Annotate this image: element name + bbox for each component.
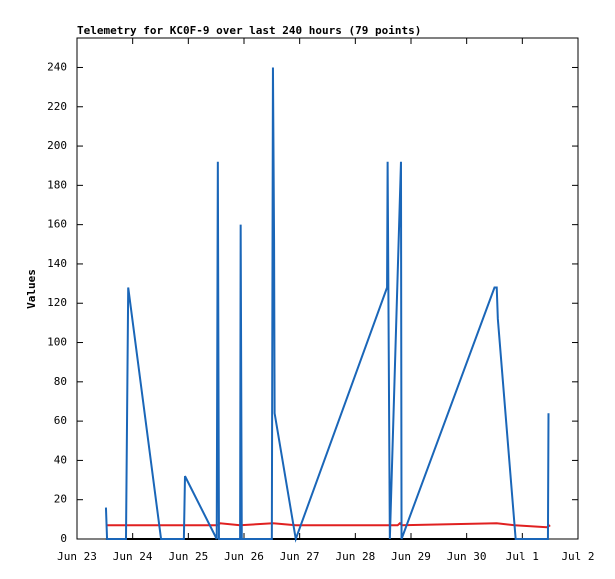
x-tick-label: Jun 24 bbox=[113, 550, 153, 563]
y-tick-label: 160 bbox=[47, 218, 67, 231]
y-tick-label: 200 bbox=[47, 139, 67, 152]
x-tick-label: Jun 23 bbox=[57, 550, 97, 563]
y-tick-label: 120 bbox=[47, 296, 67, 309]
y-axis-label: Values bbox=[25, 269, 38, 309]
series-line bbox=[105, 521, 551, 529]
y-tick-label: 40 bbox=[54, 453, 67, 466]
x-tick-label: Jun 30 bbox=[447, 550, 487, 563]
series-line bbox=[104, 67, 550, 543]
y-tick-label: 80 bbox=[54, 375, 67, 388]
x-tick-label: Jun 28 bbox=[335, 550, 375, 563]
y-tick-label: 140 bbox=[47, 257, 67, 270]
y-tick-label: 220 bbox=[47, 100, 67, 113]
y-tick-label: 180 bbox=[47, 178, 67, 191]
y-tick-label: 0 bbox=[60, 532, 67, 545]
x-tick-label: Jun 29 bbox=[391, 550, 431, 563]
y-tick-label: 100 bbox=[47, 336, 67, 349]
x-tick-label: Jun 25 bbox=[168, 550, 208, 563]
chart-title: Telemetry for KC0F-9 over last 240 hours… bbox=[77, 24, 421, 37]
y-tick-label: 20 bbox=[54, 493, 67, 506]
x-tick-label: Jun 26 bbox=[224, 550, 264, 563]
y-tick-label: 240 bbox=[47, 60, 67, 73]
x-tick-label: Jul 1 bbox=[506, 550, 539, 563]
x-tick-label: Jun 27 bbox=[280, 550, 320, 563]
y-tick-label: 60 bbox=[54, 414, 67, 427]
x-tick-label: Jul 2 bbox=[561, 550, 594, 563]
